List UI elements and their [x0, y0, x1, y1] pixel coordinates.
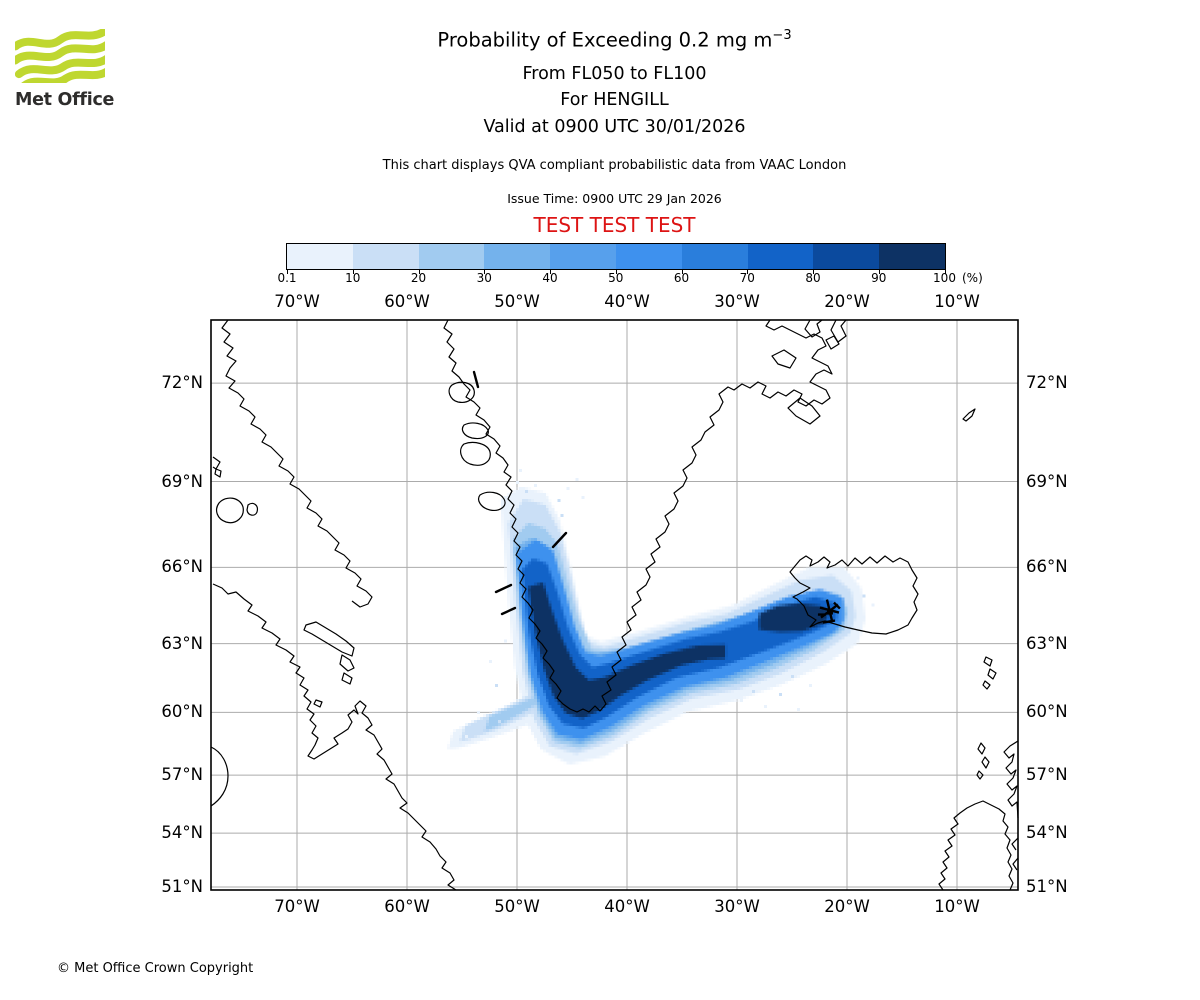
lat-label-right: 63°N: [1026, 633, 1068, 653]
lon-label-bottom: 20°W: [824, 897, 870, 916]
lat-label-right: 51°N: [1026, 876, 1068, 896]
colorbar-tick-label: 40: [542, 271, 558, 285]
coastline-britain-edge: [1011, 837, 1019, 871]
coastline-iceland: [789, 555, 919, 635]
colorbar-tick-label: 100: [933, 271, 956, 285]
coastline-quebec-bay-arc: [210, 746, 229, 807]
lat-label-left: 57°N: [161, 765, 203, 785]
colorbar-segment: [681, 244, 748, 269]
lat-label-left: 60°N: [161, 702, 203, 722]
coastline-hudson-strait-islands: [303, 621, 355, 708]
chart-subtitle-flight-levels: From FL050 to FL100: [522, 64, 707, 84]
colorbar-segment: [550, 244, 616, 269]
lon-label-top: 30°W: [714, 292, 760, 311]
coastline-greenland-west-islands: [448, 381, 506, 511]
colorbar-tick: [287, 270, 288, 274]
lon-label-top: 10°W: [934, 292, 980, 311]
colorbar-tick: [352, 270, 354, 274]
lat-label-right: 66°N: [1026, 557, 1068, 577]
lat-label-left: 63°N: [161, 633, 203, 653]
lon-label-bottom: 40°W: [604, 897, 650, 916]
colorbar-tick: [944, 270, 946, 274]
colorbar-segment: [352, 244, 419, 269]
probability-colorbar: [286, 243, 946, 270]
colorbar-segment: [418, 244, 485, 269]
colorbar-tick-label: 20: [410, 271, 427, 285]
lon-label-top: 40°W: [604, 292, 650, 311]
lat-label-left: 69°N: [161, 471, 203, 491]
colorbar-tick: [484, 270, 486, 274]
coastline-baffin-lakes: [212, 456, 258, 524]
colorbar-segment: [287, 244, 353, 269]
lon-label-bottom: 50°W: [494, 897, 540, 916]
lon-label-top: 50°W: [494, 292, 540, 311]
coastline-baffin-island: [221, 319, 373, 608]
lon-label-bottom: 30°W: [714, 897, 760, 916]
lat-label-left: 54°N: [161, 823, 203, 843]
colorbar-tick: [747, 270, 749, 274]
colorbar-segment: [484, 244, 551, 269]
glacier-fjord-marks: [472, 370, 568, 616]
issue-time: Issue Time: 0900 UTC 29 Jan 2026: [507, 191, 722, 206]
colorbar-tick: [550, 270, 551, 274]
met-office-logo-icon: [15, 29, 105, 83]
qva-note: This chart displays QVA compliant probab…: [382, 158, 847, 173]
colorbar-segment: [813, 244, 880, 269]
colorbar-tick-label: 10: [345, 271, 361, 285]
map-frame: [210, 319, 1019, 891]
colorbar-tick-label: 0.1: [277, 271, 297, 285]
lat-label-left: 51°N: [161, 876, 203, 896]
colorbar-unit-label: (%): [962, 271, 983, 285]
colorbar-tick-label: 70: [739, 271, 755, 285]
colorbar-segment: [615, 244, 682, 269]
colorbar-tick-label: 60: [673, 271, 690, 285]
met-office-logo-text: Met Office: [15, 90, 115, 110]
lon-label-top: 60°W: [384, 292, 430, 311]
colorbar-tick: [615, 270, 617, 274]
coastline-greenland: [443, 319, 833, 713]
colorbar-tick-label: 90: [871, 271, 887, 285]
lat-label-right: 69°N: [1026, 471, 1068, 491]
colorbar-tick: [813, 270, 814, 274]
test-banner: TEST TEST TEST: [533, 213, 696, 237]
colorbar-segment: [879, 244, 945, 269]
colorbar-tick-label: 30: [476, 271, 492, 285]
coastline-labrador: [212, 583, 457, 891]
coastline-scotland: [1003, 740, 1019, 819]
colorbar-tick-label: 50: [608, 271, 624, 285]
lat-label-left: 66°N: [161, 557, 203, 577]
lat-label-right: 57°N: [1026, 765, 1068, 785]
lon-label-bottom: 10°W: [934, 897, 980, 916]
chart-subtitle-valid-time: Valid at 0900 UTC 30/01/2026: [483, 117, 746, 137]
chart-subtitle-volcano: For HENGILL: [560, 90, 669, 110]
coastline-greenland-ne-fjords: [771, 319, 847, 425]
volcano-marker-core: [826, 608, 833, 615]
coastline-hebrides: [976, 742, 990, 780]
colorbar-tick-label: 80: [805, 271, 821, 285]
colorbar-tick: [681, 270, 683, 274]
lat-label-right: 54°N: [1026, 823, 1068, 843]
lat-label-right: 72°N: [1026, 373, 1068, 393]
coastline-jan-mayen: [962, 408, 976, 422]
lat-label-left: 72°N: [161, 373, 203, 393]
lat-label-right: 60°N: [1026, 702, 1068, 722]
lon-label-bottom: 70°W: [274, 897, 320, 916]
colorbar-segment: [747, 244, 814, 269]
lon-label-top: 70°W: [274, 292, 320, 311]
lon-label-bottom: 60°W: [384, 897, 430, 916]
coastline-ireland: [938, 800, 1014, 891]
chart-title: Probability of Exceeding 0.2 mg m−3: [437, 28, 792, 52]
ash-probability-plume: [211, 320, 1018, 890]
colorbar-tick: [418, 270, 420, 274]
copyright-notice: © Met Office Crown Copyright: [57, 961, 254, 976]
colorbar-tick: [878, 270, 880, 274]
lon-label-top: 20°W: [824, 292, 870, 311]
coastline-faroe-islands: [982, 656, 997, 690]
